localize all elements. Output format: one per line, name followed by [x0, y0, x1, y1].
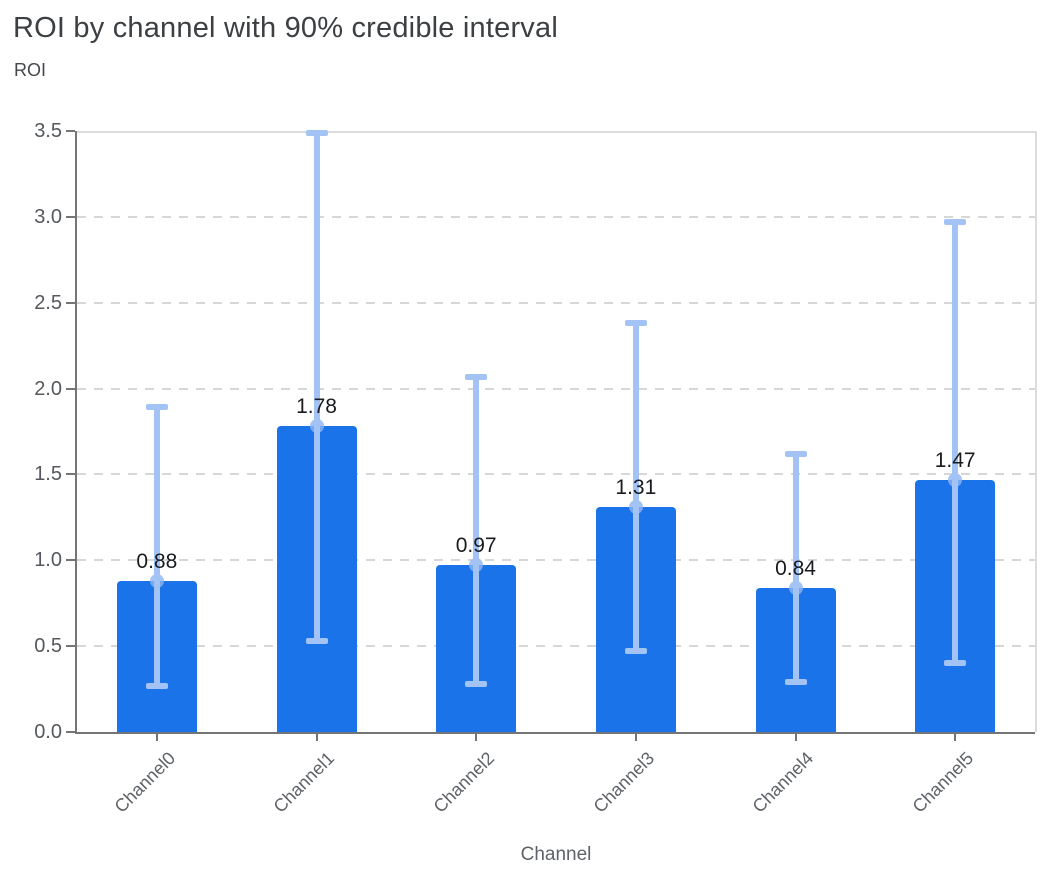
y-axis-title: ROI [14, 60, 47, 80]
bar-value-label: 1.78 [296, 395, 337, 419]
gridline [77, 301, 1035, 304]
x-axis-tick-label: Channel4 [749, 748, 818, 817]
error-bar-cap-bottom [784, 679, 807, 686]
error-bar-line [313, 132, 320, 641]
x-axis-title: Channel [520, 844, 592, 865]
error-bar-cap-bottom [305, 637, 328, 644]
y-axis-tick-mark [66, 731, 75, 733]
x-axis-tick-mark [954, 734, 957, 741]
error-bar-cap-top [784, 450, 807, 457]
y-axis-tick-mark [66, 215, 75, 218]
x-axis-tick-label: Channel2 [429, 748, 499, 817]
error-bar-cap-bottom [145, 682, 168, 689]
error-bar-cap-bottom [465, 680, 488, 687]
error-bar-cap-top [465, 373, 488, 380]
x-axis-tick-mark [634, 734, 637, 741]
gridline [77, 387, 1035, 390]
y-axis-line [75, 131, 77, 734]
gridline [77, 215, 1035, 218]
x-axis-tick-mark [794, 734, 797, 741]
x-axis-tick-label: Channel0 [110, 748, 179, 817]
chart-title: ROI by channel with 90% credible interva… [13, 12, 558, 44]
plot-border-right [1035, 131, 1037, 732]
bar-value-label: 0.97 [455, 534, 497, 558]
error-bar-line [792, 453, 799, 683]
y-axis-tick-label: 2.0 [34, 377, 62, 400]
bar-value-label: 0.84 [775, 556, 816, 580]
plot-border-top [77, 131, 1035, 133]
error-bar-line [952, 222, 959, 664]
y-axis-tick-mark [66, 301, 75, 304]
error-bar-cap-bottom [624, 648, 647, 655]
y-axis-tick-mark [66, 387, 75, 390]
x-axis-tick-label: Channel5 [908, 748, 978, 817]
y-axis-tick-label: 0.5 [34, 635, 62, 658]
y-axis-tick-label: 2.5 [34, 291, 62, 314]
x-axis-tick-mark [475, 734, 478, 741]
bar-value-label: 0.88 [136, 549, 178, 573]
x-axis-tick-mark [155, 734, 158, 741]
bar-value-label: 1.47 [934, 448, 976, 472]
error-bar-line [473, 376, 480, 684]
error-bar-cap-top [305, 129, 328, 136]
error-bar-cap-bottom [944, 660, 967, 667]
y-axis-tick-label: 0.0 [34, 721, 62, 743]
y-axis-tick-label: 1.0 [34, 549, 62, 572]
error-bar-cap-top [624, 320, 647, 327]
x-axis-tick-label: Channel3 [589, 748, 658, 817]
x-axis-line [75, 732, 1035, 734]
y-axis-tick-mark [66, 130, 75, 132]
plot-area: Channel 0.0 0.5 1.0 1.5 2.0 2.5 3.0 3.5 0.88 Chan… [34, 120, 1037, 865]
x-axis-tick-mark [315, 734, 318, 741]
gridline [77, 473, 1035, 476]
y-axis-tick-mark [66, 645, 75, 648]
error-bar-line [632, 323, 639, 652]
y-axis-tick-label: 1.5 [34, 463, 62, 486]
error-bar-cap-top [944, 219, 967, 225]
y-axis-tick-label: 3.5 [34, 120, 62, 142]
error-bar-line [153, 407, 160, 686]
gridline [77, 645, 1035, 648]
bar-value-label: 1.31 [615, 476, 657, 500]
y-axis-tick-label: 3.0 [34, 205, 62, 228]
y-axis-tick-mark [66, 559, 75, 562]
x-axis-tick-label: Channel1 [270, 748, 339, 817]
y-axis-tick-mark [66, 473, 75, 476]
gridline [77, 559, 1035, 562]
error-bar-cap-top [145, 404, 168, 411]
